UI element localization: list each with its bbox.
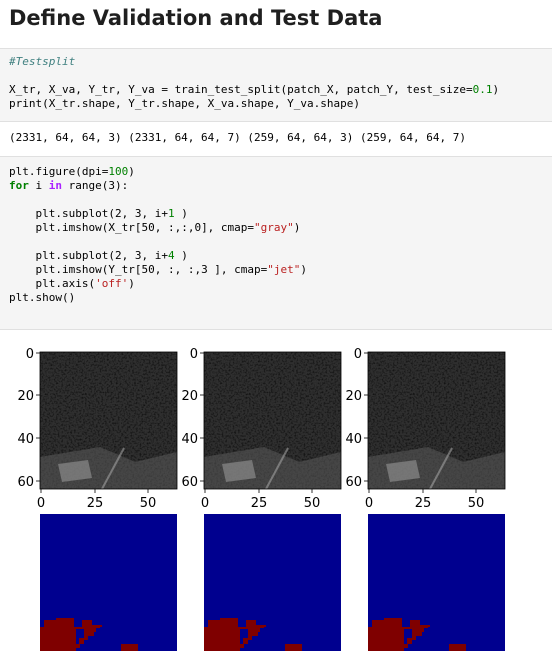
x-tick-label: 50: [140, 496, 157, 511]
code-number: 1: [167, 207, 175, 220]
subplot-mask-1: [40, 514, 177, 651]
code-line: plt.axis(: [35, 277, 96, 290]
code-line: plt.imshow(Y_tr[50, :, :,3 ], cmap=: [35, 263, 268, 276]
subplot-image-2: [204, 352, 341, 489]
x-tick-label: 25: [87, 496, 104, 511]
y-tick-label: 40: [345, 432, 362, 447]
code-paren: ): [300, 263, 308, 276]
code-line: plt.imshow(X_tr[50, :,:,0], cmap=: [35, 221, 255, 234]
code-line: plt.figure(dpi=: [9, 165, 109, 178]
x-tick-label: 0: [37, 496, 45, 511]
y-tick-label: 0: [26, 347, 34, 362]
y-tick-label: 40: [181, 432, 198, 447]
code-line: i: [28, 179, 49, 192]
y-tick-label: 60: [181, 475, 198, 490]
shapes-output-text: (2331, 64, 64, 3) (2331, 64, 64, 7) (259…: [9, 131, 466, 144]
x-tick-label: 0: [201, 496, 209, 511]
y-tick-label: 0: [354, 347, 362, 362]
code-string: "gray": [254, 221, 294, 234]
code-cell-plot[interactable]: plt.figure(dpi=100) for i in range(3): p…: [0, 156, 552, 330]
code-string: 'off': [95, 277, 129, 290]
code-line: plt.subplot(2, 3, i+: [35, 207, 168, 220]
y-tick-label: 40: [17, 432, 34, 447]
x-tick-label: 0: [365, 496, 373, 511]
subplot-image-1: [40, 352, 177, 489]
code-number: 100: [108, 165, 129, 178]
code-paren: ): [174, 207, 188, 220]
plot-output-figure: 0 20 40 60 0 20 40 60 0 20 40 60 0 25 50…: [17, 347, 552, 651]
code-cell-split[interactable]: #Testsplit X_tr, X_va, Y_tr, Y_va = trai…: [0, 48, 552, 122]
code-print-line: print(X_tr.shape, Y_tr.shape, X_va.shape…: [9, 97, 360, 110]
x-tick-label: 50: [468, 496, 485, 511]
subplot-mask-3: [368, 514, 505, 651]
code-line: plt.subplot(2, 3, i+: [35, 249, 168, 262]
code-cell-split-source[interactable]: #Testsplit X_tr, X_va, Y_tr, Y_va = trai…: [0, 55, 552, 111]
cell-output-shapes: (2331, 64, 64, 3) (2331, 64, 64, 7) (259…: [0, 131, 552, 145]
y-tick-label: 20: [181, 389, 198, 404]
y-tick-label: 60: [17, 475, 34, 490]
code-cell-plot-source[interactable]: plt.figure(dpi=100) for i in range(3): p…: [0, 165, 552, 305]
code-paren: ): [128, 165, 135, 178]
code-keyword-for: for: [9, 179, 29, 192]
code-line: range(3):: [62, 179, 129, 192]
y-tick-label: 20: [345, 389, 362, 404]
y-tick-label: 60: [345, 475, 362, 490]
x-tick-label: 50: [304, 496, 321, 511]
code-split-line: X_tr, X_va, Y_tr, Y_va = train_test_spli…: [9, 83, 473, 96]
y-tick-label: 0: [190, 347, 198, 362]
code-keyword-in: in: [48, 179, 62, 192]
y-tick-label: 20: [17, 389, 34, 404]
code-paren: ): [128, 277, 135, 290]
code-line: plt.show(): [9, 291, 76, 304]
subplot-mask-2: [204, 514, 341, 651]
code-comment: #Testsplit: [9, 55, 76, 68]
code-test-size: 0.1: [472, 83, 493, 96]
code-paren: ): [174, 249, 188, 262]
x-tick-label: 25: [415, 496, 432, 511]
code-number: 4: [167, 249, 175, 262]
code-paren: ): [492, 83, 500, 96]
code-paren: ): [293, 221, 301, 234]
axis-ticks: 0 20 40 60 0 20 40 60 0 20 40 60 0 25 50…: [17, 347, 484, 511]
x-tick-label: 25: [251, 496, 268, 511]
code-string: "jet": [267, 263, 301, 276]
section-heading: Define Validation and Test Data: [9, 6, 383, 30]
subplot-image-3: [368, 352, 505, 489]
